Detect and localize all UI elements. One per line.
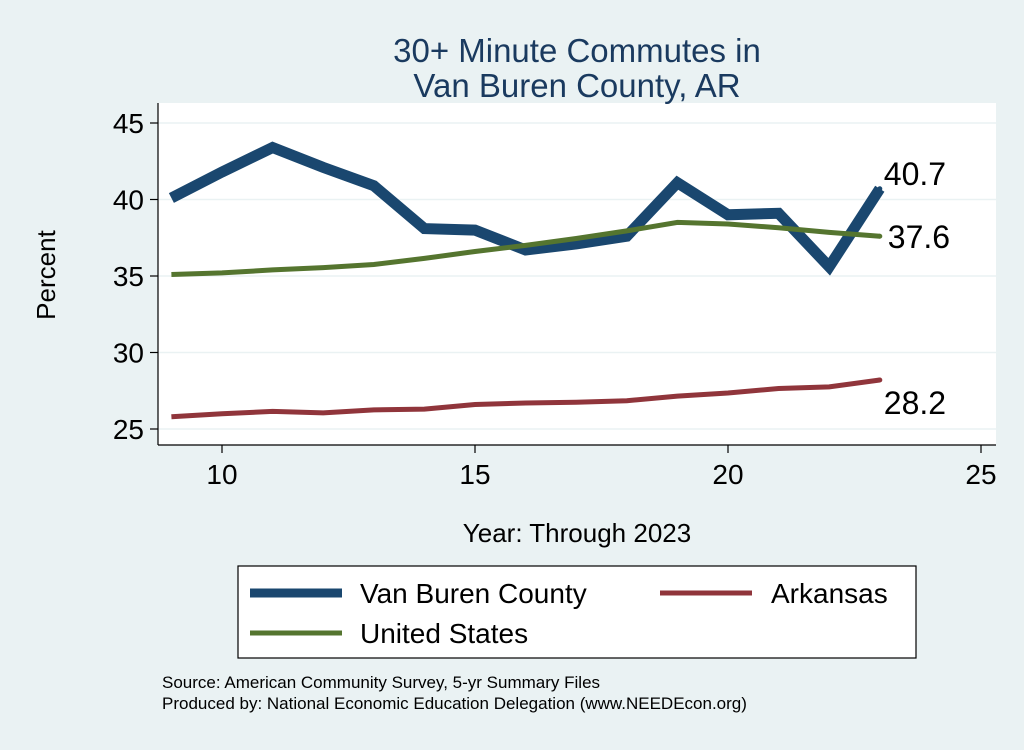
end-labels: 40.7 37.6 28.2 — [877, 156, 950, 421]
series-line-van-buren-county — [168, 141, 885, 276]
series-line-arkansas — [171, 377, 881, 420]
x-axis-title: Year: Through 2023 — [463, 518, 691, 548]
axes: 25 30 35 40 45 10 15 20 25 — [113, 103, 997, 490]
y-tick-label-40: 40 — [113, 185, 144, 216]
x-tick-label-25: 25 — [965, 459, 996, 490]
x-tick-label-15: 15 — [459, 459, 490, 490]
legend-box — [237, 565, 917, 659]
chart-title-line-1: 30+ Minute Commutes in — [393, 32, 761, 69]
source-note: Source: American Community Survey, 5-yr … — [162, 673, 600, 692]
end-marker-united-states — [877, 233, 883, 239]
end-marker-arkansas — [877, 377, 883, 383]
end-label-arkansas: 28.2 — [884, 385, 946, 421]
legend-label-arkansas: Arkansas — [771, 578, 888, 609]
producer-note: Produced by: National Economic Education… — [162, 694, 747, 713]
series-line-united-states — [171, 219, 880, 277]
end-label-van-buren-county: 40.7 — [884, 156, 946, 192]
y-axis-title: Percent — [31, 229, 61, 319]
x-tick-label-20: 20 — [712, 459, 743, 490]
legend-label-van-buren-county: Van Buren County — [360, 578, 587, 609]
y-tick-label-45: 45 — [113, 108, 144, 139]
x-tick-label-10: 10 — [206, 459, 237, 490]
legend-label-united-states: United States — [360, 618, 528, 649]
end-label-united-states: 37.6 — [888, 219, 950, 255]
gridlines — [158, 122, 996, 430]
y-tick-label-25: 25 — [113, 414, 144, 445]
end-marker-van-buren-county — [877, 186, 883, 192]
y-tick-label-30: 30 — [113, 338, 144, 369]
legend: Van Buren County Arkansas United States — [237, 565, 917, 659]
y-tick-label-35: 35 — [113, 261, 144, 292]
chart-title-line-2: Van Buren County, AR — [413, 67, 740, 104]
series-lines — [168, 141, 885, 420]
